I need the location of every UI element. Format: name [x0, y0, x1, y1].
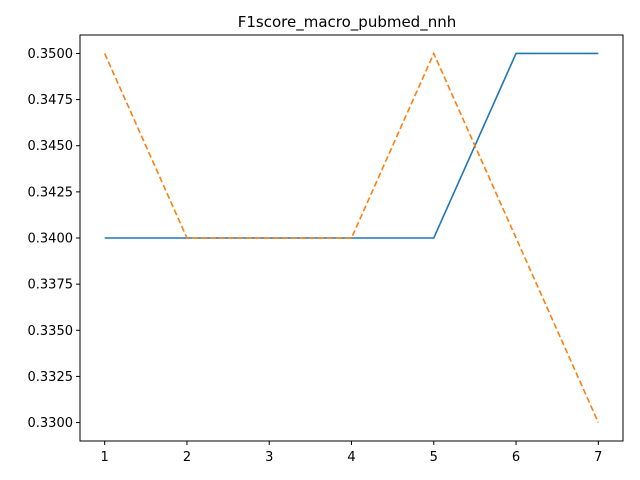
chart-title: F1score_macro_pubmed_nnh — [238, 13, 456, 32]
y-tick-label: 0.3475 — [28, 93, 74, 108]
y-tick-label: 0.3350 — [28, 324, 74, 339]
x-tick-label: 7 — [594, 450, 602, 465]
series-line-2 — [103, 51, 600, 423]
y-tick-label: 0.3425 — [28, 185, 74, 200]
series-line-1 — [104, 52, 599, 239]
x-tick-label: 4 — [347, 450, 355, 465]
y-tick-label: 0.3450 — [28, 139, 74, 154]
y-tick-label: 0.3500 — [28, 47, 74, 62]
y-tick-label: 0.3325 — [28, 370, 74, 385]
y-tick-label: 0.3300 — [28, 416, 74, 431]
y-tick-label: 0.3375 — [28, 278, 74, 293]
x-axis: 1 2 3 4 5 6 7 — [101, 441, 602, 465]
x-tick-label: 1 — [101, 450, 109, 465]
series-layer — [103, 51, 600, 423]
y-axis: 0.3300 0.3325 0.3350 0.3375 0.3400 0.3425 0.34… — [28, 47, 80, 431]
x-tick-label: 5 — [430, 450, 438, 465]
y-tick-label: 0.3400 — [28, 232, 74, 247]
x-tick-label: 6 — [512, 450, 520, 465]
x-tick-label: 3 — [265, 450, 273, 465]
x-tick-label: 2 — [183, 450, 191, 465]
plot-frame — [79, 34, 624, 442]
